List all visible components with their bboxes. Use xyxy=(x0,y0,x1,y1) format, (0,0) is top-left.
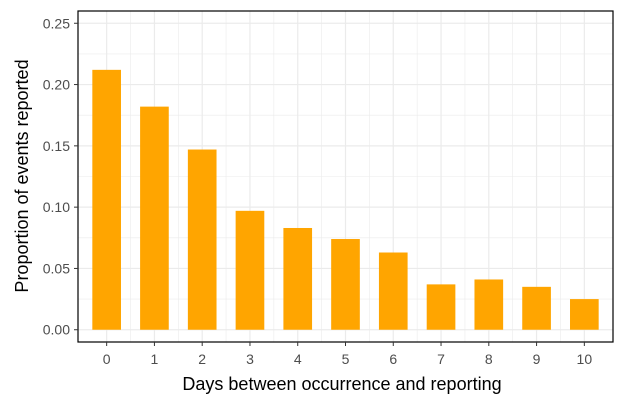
bar-9 xyxy=(522,286,551,330)
y-tick-label: 0.05 xyxy=(43,260,70,276)
y-tick-label: 0.00 xyxy=(43,322,70,338)
bar-2 xyxy=(187,149,217,330)
y-tick-label: 0.10 xyxy=(43,199,70,215)
x-tick-label: 6 xyxy=(389,351,397,367)
x-tick-label: 3 xyxy=(246,351,254,367)
x-tick-label: 7 xyxy=(437,351,445,367)
x-tick-label: 4 xyxy=(294,351,302,367)
y-tick-label: 0.20 xyxy=(43,77,70,93)
x-tick-label: 5 xyxy=(342,351,350,367)
bar-3 xyxy=(235,210,265,330)
x-tick-label: 10 xyxy=(577,351,593,367)
y-axis-ticks: 0.00 0.05 0.10 0.15 0.20 0.25 xyxy=(43,15,78,338)
bar-0 xyxy=(92,69,121,330)
y-axis-title: Proportion of events reported xyxy=(12,59,32,292)
y-tick-label: 0.25 xyxy=(43,15,70,31)
bar-8 xyxy=(474,279,504,330)
y-tick-label: 0.15 xyxy=(43,138,70,154)
bar-1 xyxy=(140,106,169,330)
bar-5 xyxy=(331,239,360,330)
bar-6 xyxy=(378,252,408,330)
bars xyxy=(92,69,599,330)
x-axis-title: Days between occurrence and reporting xyxy=(182,374,501,394)
bar-4 xyxy=(283,227,313,330)
x-tick-label: 8 xyxy=(485,351,493,367)
x-tick-label: 1 xyxy=(151,351,159,367)
x-tick-label: 0 xyxy=(103,351,111,367)
bar-7 xyxy=(426,284,456,330)
x-tick-label: 2 xyxy=(198,351,206,367)
x-tick-label: 9 xyxy=(533,351,541,367)
bar-10 xyxy=(570,299,599,330)
x-axis-ticks: 0 1 2 3 4 5 6 7 8 9 10 xyxy=(103,342,593,367)
